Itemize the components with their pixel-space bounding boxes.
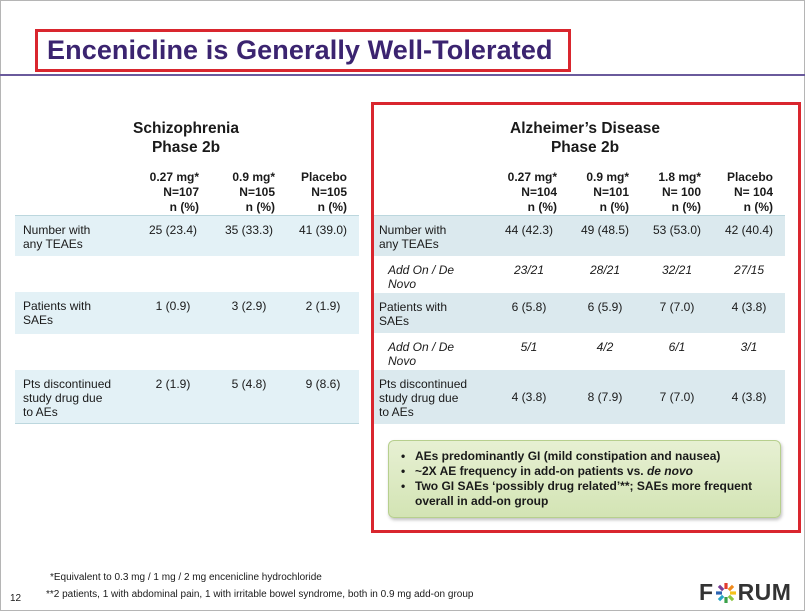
column-header: 0.9 mg* N=101 n (%) [569,166,641,216]
cell-value: 6/1 [668,339,686,354]
schizophrenia-title-line1: Schizophrenia [133,120,239,137]
cell-value: 6 (5.9) [569,292,641,333]
title-box: Encenicline is Generally Well-Tolerated [35,29,571,72]
cell-value: 25 (23.4) [135,215,211,256]
alzheimers-title-line2: Phase 2b [550,139,620,156]
cell-value: 7 (7.0) [641,369,713,424]
row-label: Add On / De Novo [388,262,455,291]
schizophrenia-title: Schizophrenia Phase 2b [100,119,272,157]
cell-value: 2 (1.9) [135,369,211,424]
row-label: Number with any TEAEs [374,215,489,256]
alzheimers-highlight-box [371,102,801,533]
cell-value: 9 (8.6) [287,369,359,424]
cell-value: 49 (48.5) [569,215,641,256]
footnote-sae-detail: **2 patients, 1 with abdominal pain, 1 w… [46,589,474,600]
page-number: 12 [10,593,22,604]
column-header: Placebo N= 104 n (%) [713,166,785,216]
cell-value: 23/21 [513,262,545,277]
header-empty-cell [15,166,135,216]
table-row: Pts discontinued study drug due to AEs 2 (… [15,369,359,424]
summary-item: • ~2X AE frequency in add-on patients vs.… [401,464,693,478]
column-header: 0.27 mg* N=104 n (%) [489,166,569,216]
logo-text-left: F [699,579,714,605]
schizophrenia-table: 0.27 mg* N=107 n (%) 0.9 mg* N=105 n (%) Pla… [15,166,359,424]
cell-value: 4 (3.8) [489,369,569,424]
column-header: 0.27 mg* N=107 n (%) [135,166,211,216]
row-label: Add On / De Novo [388,339,455,368]
slide-title: Encenicline is Generally Well-Tolerated [47,35,553,65]
table-spacer-row [15,256,359,292]
cell-value: 1 (0.9) [135,291,211,334]
forum-logo: F RUM [699,579,791,606]
summary-item: • AEs predominantly GI (mild constipation… [401,449,721,463]
summary-item: • Two GI SAEs ‘possibly drug related’**; … [401,479,753,508]
row-label: Patients with SAEs [374,292,489,333]
row-label: Patients with SAEs [15,291,135,334]
column-header: 0.9 mg* N=105 n (%) [211,166,287,216]
header-empty-cell [374,166,489,216]
cell-value: 4 (3.8) [713,292,785,333]
table-row: Patients with SAEs 6 (5.8) 6 (5.9) 7 (7.0… [374,292,785,333]
cell-value: 3 (2.9) [211,291,287,334]
cell-value: 42 (40.4) [713,215,785,256]
table-spacer-row [15,334,359,370]
cell-value: 44 (42.3) [489,215,569,256]
table-header-row: 0.27 mg* N=104 n (%) 0.9 mg* N=101 n (%) 1.8… [374,166,785,216]
cell-value: 27/15 [733,262,765,277]
cell-value: 8 (7.9) [569,369,641,424]
alzheimers-title-line1: Alzheimer’s Disease [510,120,660,137]
cell-value: 7 (7.0) [641,292,713,333]
cell-value: 41 (39.0) [287,215,359,256]
logo-wheel-icon [715,582,736,603]
table-header-row: 0.27 mg* N=107 n (%) 0.9 mg* N=105 n (%) Pla… [15,166,359,216]
summary-callout: • AEs predominantly GI (mild constipation… [388,440,781,518]
alzheimers-table: 0.27 mg* N=104 n (%) 0.9 mg* N=101 n (%) 1.8… [374,166,785,424]
column-header: Placebo N=105 n (%) [287,166,359,216]
cell-value: 53 (53.0) [641,215,713,256]
footnote-dose-equivalence: *Equivalent to 0.3 mg / 1 mg / 2 mg ence… [50,572,322,583]
table-row: Add On / De Novo 23/21 28/21 32/21 27/15 [374,256,785,293]
cell-value: 5/1 [520,339,538,354]
cell-value: 6 (5.8) [489,292,569,333]
table-row: Pts discontinued study drug due to AEs 4 (… [374,369,785,424]
cell-value: 2 (1.9) [287,291,359,334]
row-label: Pts discontinued study drug due to AEs [15,369,135,424]
column-header: 1.8 mg* N= 100 n (%) [641,166,713,216]
table-row: Number with any TEAEs 25 (23.4) 35 (33.3)… [15,215,359,256]
cell-value: 3/1 [740,339,758,354]
table-row: Patients with SAEs 1 (0.9) 3 (2.9) 2 (1.9… [15,291,359,334]
table-row: Add On / De Novo 5/1 4/2 6/1 3/1 [374,333,785,370]
cell-value: 5 (4.8) [211,369,287,424]
header-divider [0,74,805,76]
cell-value: 4/2 [596,339,614,354]
summary-list: • AEs predominantly GI (mild constipation… [401,449,770,509]
row-label: Pts discontinued study drug due to AEs [374,369,489,424]
cell-value: 35 (33.3) [211,215,287,256]
row-label: Number with any TEAEs [15,215,135,256]
cell-value: 28/21 [589,262,621,277]
alzheimers-title: Alzheimer’s Disease Phase 2b [470,119,700,157]
logo-text-right: RUM [737,579,792,605]
schizophrenia-title-line2: Phase 2b [151,139,221,156]
cell-value: 4 (3.8) [713,369,785,424]
table-row: Number with any TEAEs 44 (42.3) 49 (48.5)… [374,215,785,256]
cell-value: 32/21 [661,262,693,277]
